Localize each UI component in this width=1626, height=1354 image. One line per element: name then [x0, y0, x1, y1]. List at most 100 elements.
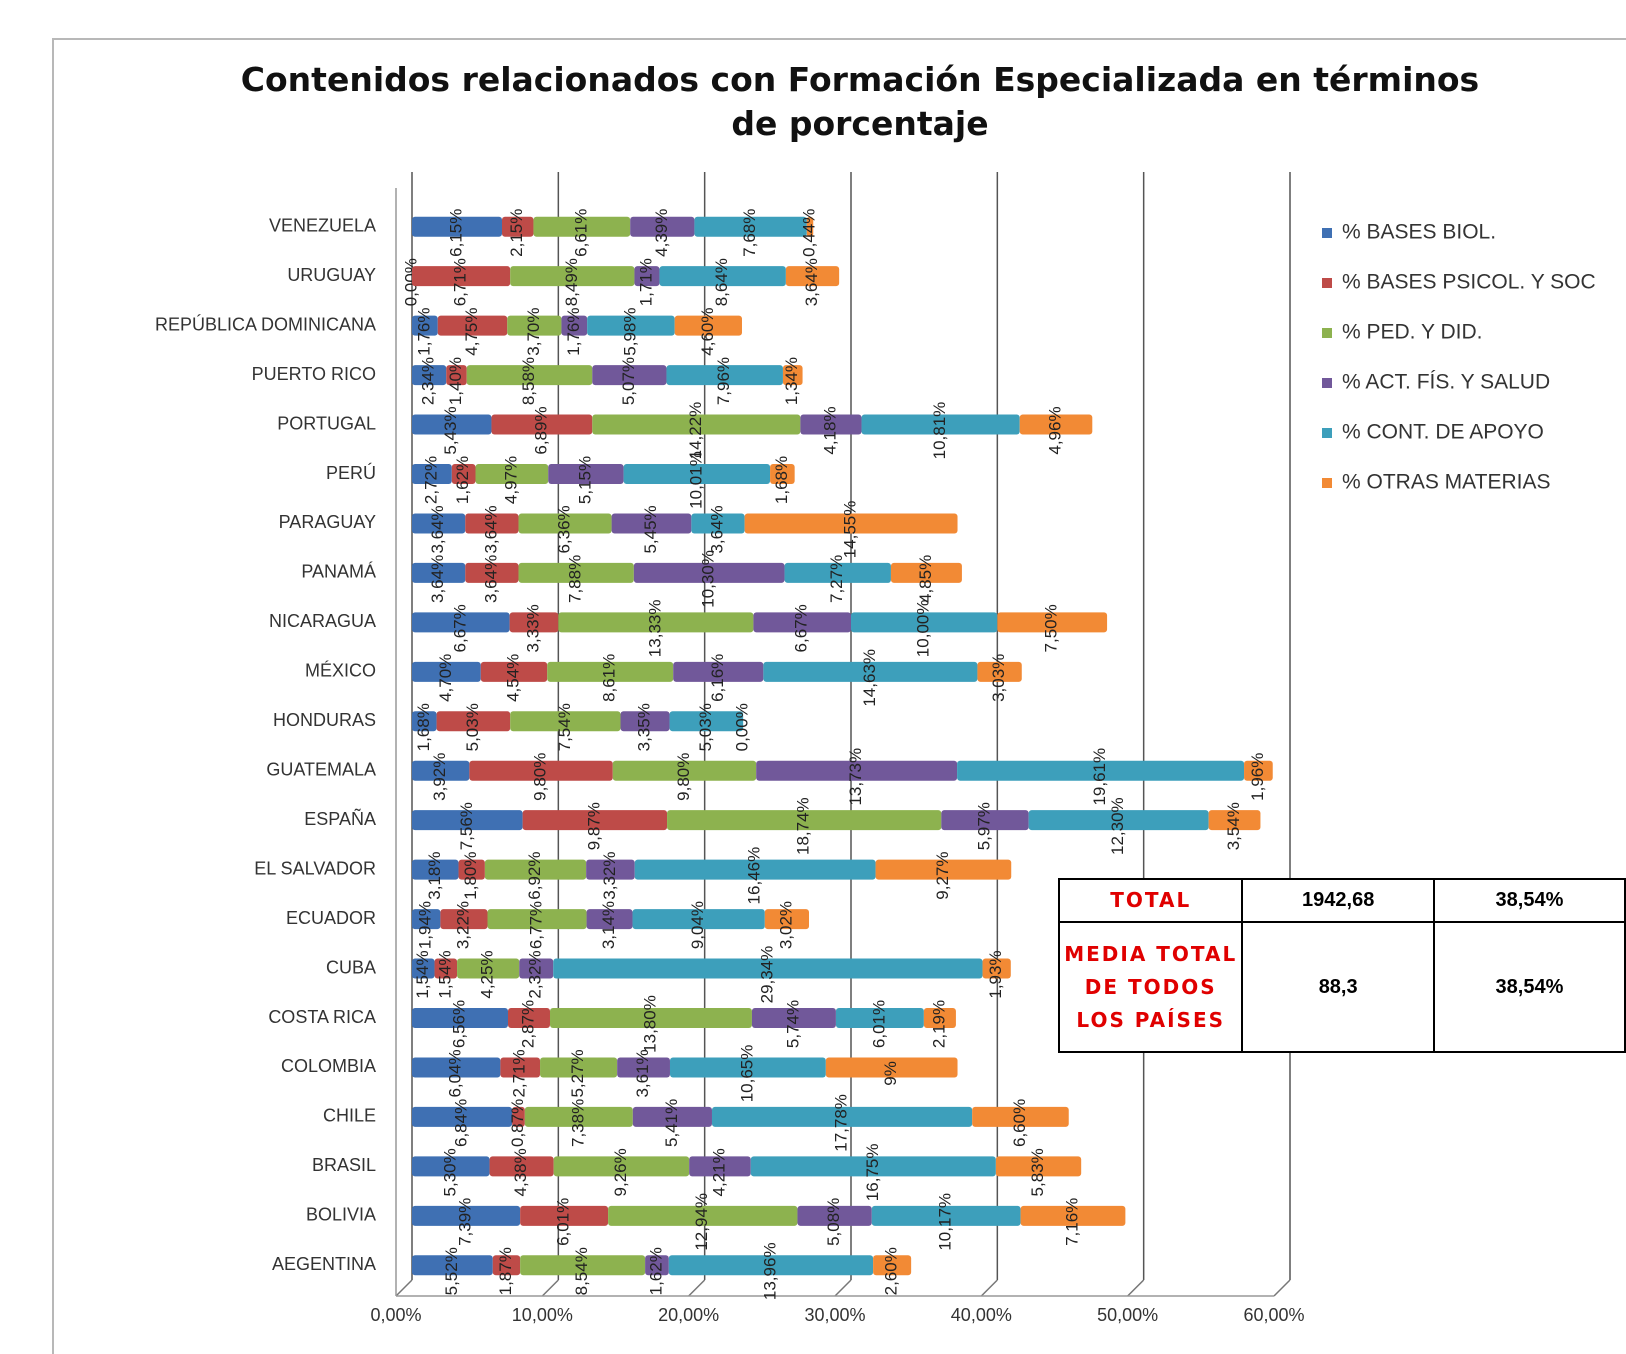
bar-segment — [751, 1008, 836, 1028]
value-label: 2,72% — [421, 456, 440, 504]
bar-segment — [412, 216, 502, 237]
y-tick-label: COLOMBIA — [281, 1056, 376, 1076]
value-label: 4,25% — [478, 950, 497, 998]
bar-segment — [612, 760, 757, 781]
value-label: 3,64% — [481, 555, 500, 603]
bar-segment — [412, 760, 470, 781]
bar-segment — [617, 1057, 670, 1078]
value-label: 3,64% — [802, 258, 821, 306]
bar-segment — [750, 1156, 996, 1177]
bar-segment — [669, 1057, 826, 1078]
value-label: 1,68% — [414, 703, 433, 751]
y-tick-label: BOLIVIA — [306, 1205, 376, 1225]
bar-segment — [1208, 810, 1261, 831]
value-label: 7,96% — [714, 357, 733, 405]
value-label: 4,38% — [511, 1148, 530, 1196]
value-label: 2,60% — [882, 1247, 901, 1295]
value-label: 14,55% — [841, 501, 860, 559]
value-label: 6,77% — [527, 901, 546, 949]
legend-label: % PED. Y DID. — [1342, 321, 1482, 344]
value-label: 4,18% — [820, 406, 839, 454]
value-label: 8,64% — [712, 258, 731, 306]
value-label: 10,17% — [936, 1193, 955, 1251]
bar-segment — [507, 315, 562, 336]
bar-segment — [797, 1205, 872, 1226]
table-cell: MEDIA TOTAL DE TODOS LOS PAÍSES — [1057, 921, 1244, 1053]
value-label: 6,61% — [571, 209, 590, 257]
value-label: 12,30% — [1108, 797, 1127, 855]
bar-segment — [632, 1106, 712, 1127]
value-label: 9,27% — [933, 852, 952, 900]
value-label: 6,16% — [708, 654, 727, 702]
bar-segment — [632, 909, 765, 930]
legend-swatch — [1322, 228, 1332, 238]
value-label: 7,68% — [740, 209, 759, 257]
bar-segment — [469, 760, 613, 781]
value-label: 18,74% — [794, 797, 813, 855]
value-label: 0,00% — [733, 703, 752, 751]
value-label: 5,41% — [662, 1099, 681, 1147]
bar-segment — [800, 414, 862, 435]
value-label: 5,08% — [824, 1198, 843, 1246]
value-label: 3,64% — [481, 505, 500, 553]
bar-segment — [466, 365, 593, 386]
bar-segment — [623, 464, 771, 484]
value-label: 1,76% — [414, 308, 433, 356]
x-tick-label: 30,00% — [804, 1305, 865, 1325]
value-label: 3,35% — [635, 703, 654, 751]
value-label: 3,32% — [600, 852, 619, 900]
y-tick-label: PARAGUAY — [279, 512, 376, 532]
value-label: 4,85% — [916, 555, 935, 603]
bar-segment — [507, 1008, 550, 1028]
bar-segment — [520, 1255, 646, 1276]
bar-segment — [586, 909, 633, 930]
bar-segment — [510, 711, 621, 732]
bar-segment — [457, 958, 520, 979]
bar-segment — [634, 266, 660, 287]
value-label: 1,80% — [461, 852, 480, 900]
bar-segment — [711, 1106, 973, 1127]
tick-mark — [1127, 1279, 1145, 1297]
value-label: 6,71% — [451, 258, 470, 306]
bar-segment — [806, 216, 814, 237]
value-label: 1,62% — [453, 456, 472, 504]
bar-segment — [668, 1255, 874, 1276]
summary-table: TOTAL 1942,68 38,54% MEDIA TOTAL DE TODO… — [1057, 878, 1626, 1053]
value-label: 6,04% — [446, 1049, 465, 1097]
value-label: 5,03% — [696, 703, 715, 751]
bar-segment — [1020, 1205, 1126, 1226]
chart-title: Contenidos relacionados con Formación Es… — [240, 60, 1480, 143]
bar-segment — [412, 859, 459, 880]
bar-segment — [825, 1057, 958, 1078]
bar-segment — [689, 1156, 751, 1177]
bar-segment — [785, 266, 840, 287]
value-label: 6,92% — [525, 852, 544, 900]
value-label: 9,80% — [674, 753, 693, 801]
bar-segment — [518, 513, 612, 534]
y-tick-label: PANAMÁ — [301, 562, 376, 582]
bar-segment — [533, 216, 631, 237]
x-tick-label: 10,00% — [512, 1305, 573, 1325]
value-label: 5,52% — [442, 1247, 461, 1295]
value-label: 12,94% — [692, 1193, 711, 1251]
value-label: 10,65% — [737, 1045, 756, 1103]
bar-segment — [412, 1057, 501, 1078]
y-tick-label: PORTUGAL — [277, 413, 376, 433]
bar-segment — [440, 909, 488, 930]
bar-segment — [744, 513, 958, 534]
value-label: 1,71% — [636, 258, 655, 306]
value-label: 3,70% — [524, 308, 543, 356]
bar-segment — [667, 810, 942, 831]
value-label: 29,34% — [757, 946, 776, 1004]
bar-segment — [547, 661, 674, 682]
bar-segment — [835, 1008, 924, 1028]
bar-segment — [666, 365, 783, 386]
bar-segment — [587, 315, 675, 336]
value-label: 4,75% — [462, 308, 481, 356]
value-label: 6,01% — [869, 1000, 888, 1048]
bar-segment — [412, 365, 447, 386]
value-label: 1,62% — [646, 1247, 665, 1295]
bar-segment — [412, 909, 441, 930]
y-tick-label: HONDURAS — [273, 710, 376, 730]
